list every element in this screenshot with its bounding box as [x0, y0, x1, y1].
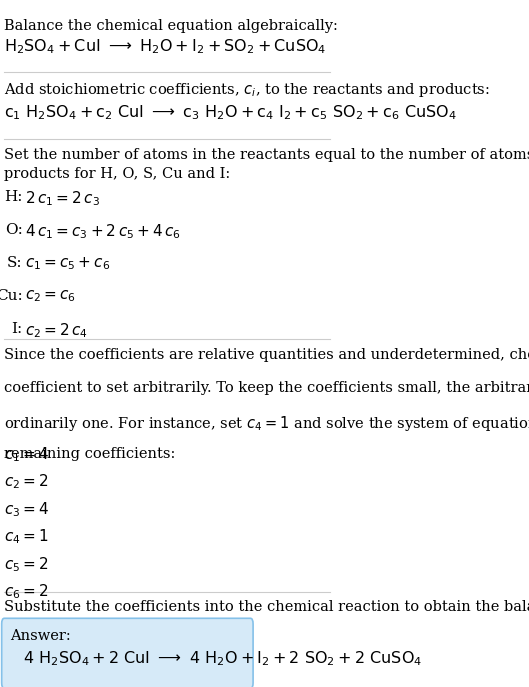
Text: $c_6 = 2$: $c_6 = 2$ — [4, 583, 49, 601]
Text: $c_4 = 1$: $c_4 = 1$ — [4, 528, 49, 546]
Text: O:: O: — [5, 223, 23, 236]
Text: I:: I: — [12, 322, 23, 335]
Text: $\mathrm{4\ H_2SO_4 + 2\ CuI\ \longrightarrow\ 4\ H_2O + I_2 + 2\ SO_2 + 2\ CuSO: $\mathrm{4\ H_2SO_4 + 2\ CuI\ \longright… — [23, 649, 422, 668]
Text: $c_3 = 4$: $c_3 = 4$ — [4, 500, 50, 519]
Text: remaining coefficients:: remaining coefficients: — [4, 447, 176, 460]
Text: H:: H: — [4, 190, 23, 203]
Text: ordinarily one. For instance, set $c_4 = 1$ and solve the system of equations fo: ordinarily one. For instance, set $c_4 =… — [4, 414, 529, 433]
Text: $\mathrm{H_2SO_4 + CuI\ \longrightarrow\ H_2O + I_2 + SO_2 + CuSO_4}$: $\mathrm{H_2SO_4 + CuI\ \longrightarrow\… — [4, 38, 327, 56]
Text: $c_1 = 4$: $c_1 = 4$ — [4, 445, 50, 464]
FancyBboxPatch shape — [2, 618, 253, 687]
Text: $4\,c_1 = c_3 + 2\,c_5 + 4\,c_6$: $4\,c_1 = c_3 + 2\,c_5 + 4\,c_6$ — [25, 223, 181, 241]
Text: Answer:: Answer: — [11, 629, 71, 643]
Text: coefficient to set arbitrarily. To keep the coefficients small, the arbitrary va: coefficient to set arbitrarily. To keep … — [4, 381, 529, 394]
Text: $c_1 = c_5 + c_6$: $c_1 = c_5 + c_6$ — [25, 256, 111, 272]
Text: products for H, O, S, Cu and I:: products for H, O, S, Cu and I: — [4, 167, 231, 181]
Text: Since the coefficients are relative quantities and underdetermined, choose a: Since the coefficients are relative quan… — [4, 348, 529, 361]
Text: Substitute the coefficients into the chemical reaction to obtain the balanced: Substitute the coefficients into the che… — [4, 600, 529, 614]
Text: $c_5 = 2$: $c_5 = 2$ — [4, 555, 49, 574]
Text: $2\,c_1 = 2\,c_3$: $2\,c_1 = 2\,c_3$ — [25, 190, 100, 208]
Text: $\mathrm{c_1\ H_2SO_4 + c_2\ CuI\ \longrightarrow\ c_3\ H_2O + c_4\ I_2 + c_5\ S: $\mathrm{c_1\ H_2SO_4 + c_2\ CuI\ \longr… — [4, 103, 457, 122]
Text: $c_2 = c_6$: $c_2 = c_6$ — [25, 289, 76, 304]
Text: equation:: equation: — [4, 619, 75, 633]
Text: $c_2 = 2$: $c_2 = 2$ — [4, 473, 49, 491]
Text: Set the number of atoms in the reactants equal to the number of atoms in the: Set the number of atoms in the reactants… — [4, 148, 529, 162]
Text: $c_2 = 2\,c_4$: $c_2 = 2\,c_4$ — [25, 322, 88, 340]
Text: Add stoichiometric coefficients, $c_i$, to the reactants and products:: Add stoichiometric coefficients, $c_i$, … — [4, 81, 490, 99]
Text: Cu:: Cu: — [0, 289, 23, 302]
Text: S:: S: — [7, 256, 23, 269]
Text: Balance the chemical equation algebraically:: Balance the chemical equation algebraica… — [4, 19, 338, 32]
